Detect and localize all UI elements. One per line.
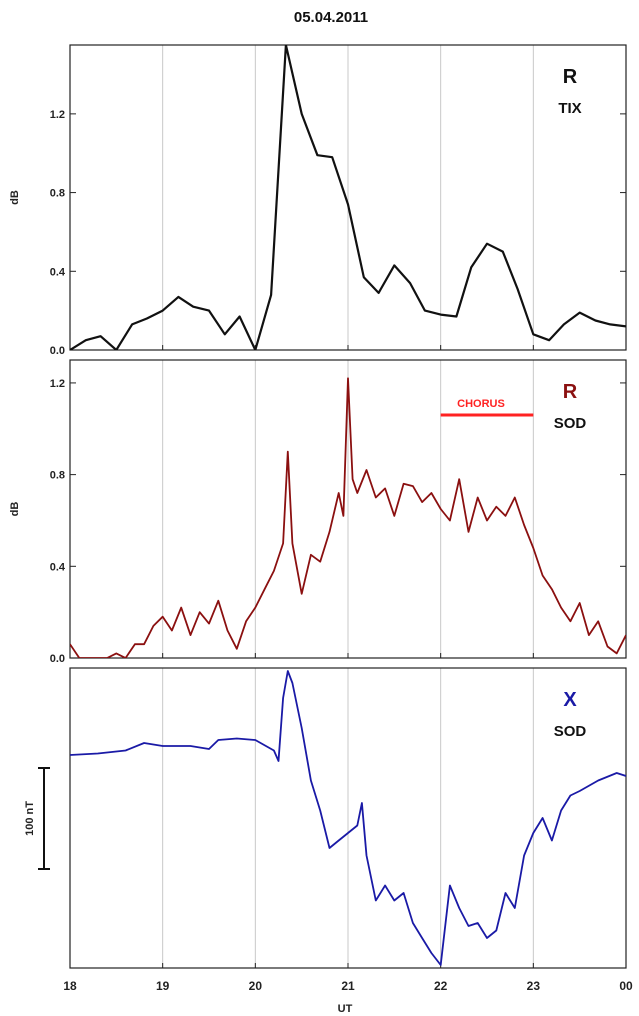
panel-sod-magnetometer: 100 nT X SOD (24, 667, 627, 969)
series-line (70, 377, 626, 658)
series-line (70, 45, 626, 350)
x-axis: 18 19 20 21 22 23 00 (63, 979, 633, 993)
annotation-mode: R (563, 381, 578, 403)
x-tick-label: 21 (341, 979, 355, 993)
y-tick-label: 1.2 (50, 378, 65, 390)
y-tick-label: 0.8 (50, 470, 65, 482)
x-axis-label: UT (338, 1003, 353, 1015)
y-tick-label: 0.4 (50, 561, 66, 573)
y-axis-label: dB (9, 190, 21, 205)
annotation-station: SOD (554, 723, 587, 740)
y-tick-label: 0.8 (50, 188, 65, 200)
x-tick-label: 19 (156, 979, 170, 993)
figure-title: 05.04.2011 (294, 9, 368, 26)
x-tick-label: 00 (619, 979, 633, 993)
annotation-station: TIX (558, 100, 581, 117)
y-axis-label: 100 nT (24, 801, 36, 836)
x-tick-label: 20 (249, 979, 263, 993)
x-tick-label: 18 (63, 979, 77, 993)
chorus-label: CHORUS (457, 398, 505, 410)
panel-tix: 0.0 0.4 0.8 1.2 dB R TIX (9, 44, 627, 357)
series-line (70, 670, 626, 966)
y-tick-label: 0.0 (50, 345, 65, 357)
y-tick-label: 0.4 (50, 266, 66, 278)
y-axis-label: dB (9, 502, 21, 517)
x-tick-label: 23 (527, 979, 541, 993)
panel-sod-riometer: 0.0 0.4 0.8 1.2 dB CHORUS R SOD (9, 359, 627, 665)
y-tick-label: 0.0 (50, 653, 65, 665)
annotation-station: SOD (554, 415, 587, 432)
x-tick-label: 22 (434, 979, 448, 993)
annotation-mode: X (563, 689, 577, 711)
y-tick-label: 1.2 (50, 109, 65, 121)
annotation-mode: R (563, 66, 578, 88)
